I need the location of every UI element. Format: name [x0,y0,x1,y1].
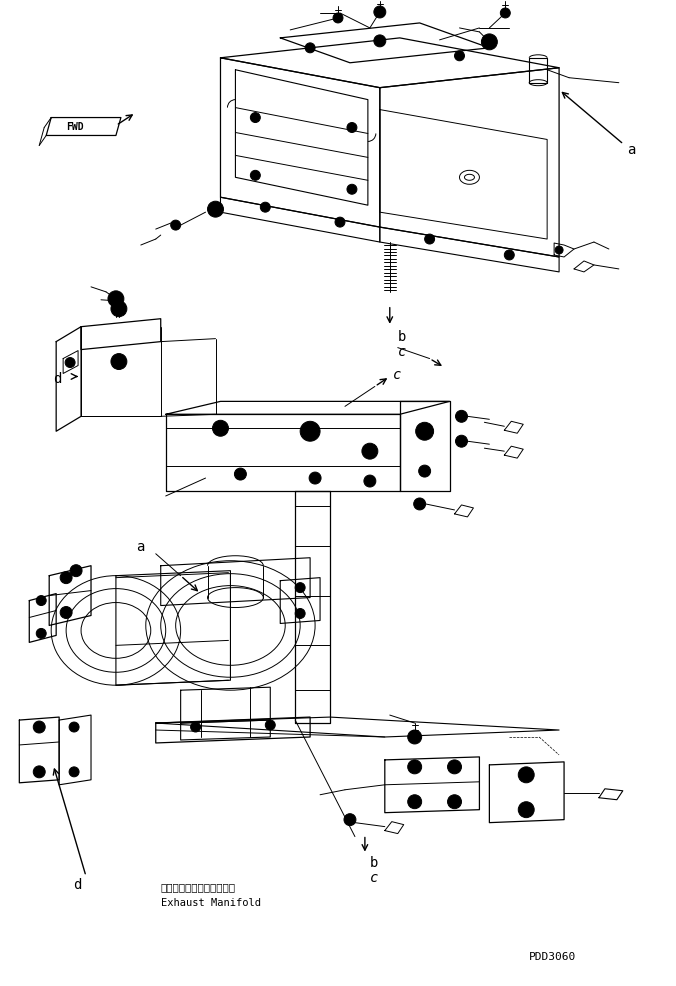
Circle shape [115,306,123,314]
Circle shape [448,760,462,774]
Text: d: d [53,372,62,387]
Circle shape [448,795,462,809]
Circle shape [362,444,378,459]
Circle shape [333,14,343,24]
Circle shape [555,246,563,254]
Circle shape [414,499,426,511]
Circle shape [295,609,305,619]
Circle shape [37,629,46,639]
Circle shape [250,172,260,181]
Circle shape [235,468,246,480]
Circle shape [295,583,305,593]
Circle shape [347,185,357,195]
Circle shape [456,411,468,423]
Circle shape [454,52,464,62]
Text: b: b [397,329,406,343]
Text: d: d [73,878,82,891]
Circle shape [305,427,315,437]
Circle shape [115,358,123,366]
Circle shape [408,731,422,744]
Text: c: c [370,871,379,884]
Circle shape [523,806,530,813]
Circle shape [374,7,386,19]
Circle shape [309,472,321,484]
Circle shape [412,799,418,805]
Text: PDD3060: PDD3060 [529,951,577,961]
Circle shape [112,296,120,304]
Circle shape [216,425,224,433]
Circle shape [250,113,260,123]
Circle shape [456,436,468,448]
Circle shape [481,35,498,50]
Circle shape [305,43,315,54]
Circle shape [69,723,79,733]
Text: a: a [627,143,635,157]
Circle shape [344,813,356,826]
Circle shape [366,448,374,456]
Circle shape [111,302,127,317]
Circle shape [412,764,418,770]
Circle shape [65,358,75,368]
Text: a: a [136,539,144,553]
Circle shape [171,221,180,231]
Circle shape [485,38,493,46]
Text: エキゾーストマニホールド: エキゾーストマニホールド [161,881,236,891]
Circle shape [265,721,275,731]
Circle shape [374,35,386,47]
Text: c: c [393,368,401,383]
Text: b: b [370,856,379,870]
Circle shape [412,735,418,740]
Circle shape [33,722,45,734]
Circle shape [418,465,431,477]
Circle shape [420,428,429,436]
Circle shape [523,771,530,779]
Circle shape [504,250,514,260]
Circle shape [452,764,458,770]
Circle shape [416,423,433,441]
Circle shape [500,9,510,19]
Circle shape [208,202,224,218]
Circle shape [212,206,220,214]
Circle shape [408,795,422,809]
Circle shape [69,767,79,777]
Circle shape [335,218,345,228]
Circle shape [33,766,45,778]
Circle shape [191,723,201,733]
Circle shape [408,760,422,774]
Circle shape [212,421,228,437]
Text: FWD: FWD [66,121,84,131]
Circle shape [452,799,458,805]
Circle shape [108,292,124,308]
Text: c: c [397,344,406,358]
Circle shape [364,475,376,487]
Circle shape [518,802,534,817]
Circle shape [425,235,435,245]
Text: Exhaust Manifold: Exhaust Manifold [161,897,261,907]
Circle shape [70,565,82,577]
Circle shape [111,354,127,370]
Circle shape [60,572,72,584]
Circle shape [300,422,320,442]
Circle shape [37,596,46,606]
Circle shape [260,203,270,213]
Circle shape [347,123,357,133]
Circle shape [518,767,534,783]
Circle shape [60,607,72,619]
